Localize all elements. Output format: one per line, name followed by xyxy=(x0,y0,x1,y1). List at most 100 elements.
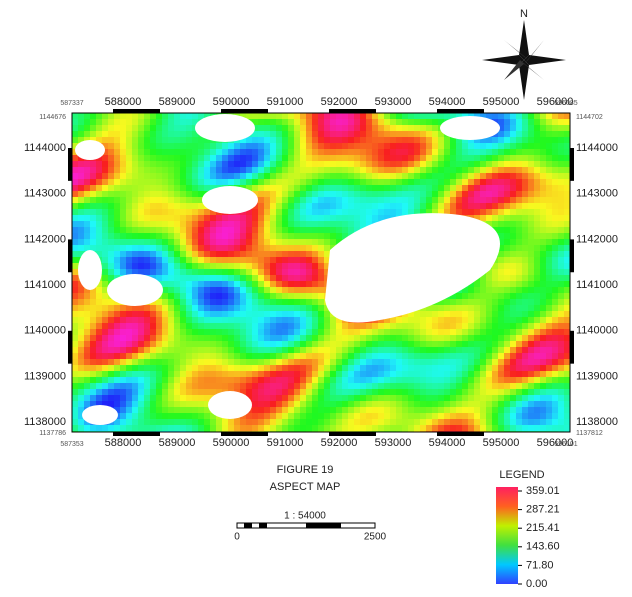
raster-cell xyxy=(126,311,132,317)
raster-cell xyxy=(516,407,522,413)
raster-cell xyxy=(138,209,144,215)
raster-cell xyxy=(108,365,114,371)
raster-cell xyxy=(96,119,102,125)
raster-cell xyxy=(222,227,228,233)
raster-cell xyxy=(330,419,336,425)
raster-cell xyxy=(186,389,192,395)
raster-cell xyxy=(414,377,420,383)
raster-cell xyxy=(174,287,180,293)
raster-cell xyxy=(498,173,504,179)
raster-cell xyxy=(516,395,522,401)
raster-cell xyxy=(192,317,198,323)
raster-cell xyxy=(174,227,180,233)
raster-cell xyxy=(510,149,516,155)
raster-cell xyxy=(294,137,300,143)
raster-cell xyxy=(78,287,84,293)
raster-cell xyxy=(138,371,144,377)
raster-cell xyxy=(396,161,402,167)
raster-cell xyxy=(330,209,336,215)
raster-cell xyxy=(360,149,366,155)
raster-cell xyxy=(318,275,324,281)
raster-cell xyxy=(306,347,312,353)
raster-cell xyxy=(258,293,264,299)
raster-cell xyxy=(504,209,510,215)
raster-cell xyxy=(162,185,168,191)
raster-cell xyxy=(216,335,222,341)
raster-cell xyxy=(558,419,564,425)
raster-cell xyxy=(192,359,198,365)
raster-cell xyxy=(522,233,528,239)
raster-cell xyxy=(234,329,240,335)
raster-cell xyxy=(102,257,108,263)
raster-cell xyxy=(510,347,516,353)
raster-cell xyxy=(300,287,306,293)
raster-cell xyxy=(270,257,276,263)
raster-cell xyxy=(336,179,342,185)
raster-cell xyxy=(552,317,558,323)
raster-cell xyxy=(312,251,318,257)
raster-cell xyxy=(348,119,354,125)
raster-cell xyxy=(462,371,468,377)
raster-cell xyxy=(450,329,456,335)
raster-cell xyxy=(84,341,90,347)
raster-cell xyxy=(276,275,282,281)
raster-cell xyxy=(102,311,108,317)
raster-cell xyxy=(156,131,162,137)
raster-cell xyxy=(174,209,180,215)
raster-cell xyxy=(258,221,264,227)
raster-cell xyxy=(540,377,546,383)
raster-cell xyxy=(552,305,558,311)
raster-cell xyxy=(294,323,300,329)
raster-cell xyxy=(300,203,306,209)
raster-cell xyxy=(246,251,252,257)
raster-cell xyxy=(288,377,294,383)
raster-cell xyxy=(402,143,408,149)
raster-cell xyxy=(174,299,180,305)
raster-cell xyxy=(210,251,216,257)
raster-cell xyxy=(186,419,192,425)
raster-cell xyxy=(516,371,522,377)
raster-cell xyxy=(228,341,234,347)
raster-cell xyxy=(108,389,114,395)
raster-cell xyxy=(96,347,102,353)
raster-cell xyxy=(150,269,156,275)
raster-cell xyxy=(456,173,462,179)
raster-cell xyxy=(72,419,78,425)
raster-cell xyxy=(480,407,486,413)
raster-cell xyxy=(186,233,192,239)
raster-cell xyxy=(438,191,444,197)
raster-cell xyxy=(246,389,252,395)
raster-cell xyxy=(564,293,570,299)
raster-cell xyxy=(84,395,90,401)
raster-cell xyxy=(156,323,162,329)
raster-cell xyxy=(408,347,414,353)
raster-cell xyxy=(192,197,198,203)
raster-cell xyxy=(480,359,486,365)
raster-cell xyxy=(258,329,264,335)
raster-cell xyxy=(174,365,180,371)
raster-cell xyxy=(204,209,210,215)
raster-cell xyxy=(540,245,546,251)
raster-cell xyxy=(402,353,408,359)
raster-cell xyxy=(444,179,450,185)
raster-cell xyxy=(396,389,402,395)
raster-cell xyxy=(324,131,330,137)
raster-cell xyxy=(174,173,180,179)
raster-cell xyxy=(486,335,492,341)
raster-cell xyxy=(120,305,126,311)
raster-cell xyxy=(300,125,306,131)
raster-cell xyxy=(150,371,156,377)
raster-cell xyxy=(294,389,300,395)
raster-cell xyxy=(330,401,336,407)
raster-cell xyxy=(216,425,222,431)
raster-cell xyxy=(216,161,222,167)
raster-cell xyxy=(336,191,342,197)
raster-cell xyxy=(552,335,558,341)
raster-cell xyxy=(540,347,546,353)
raster-cell xyxy=(498,143,504,149)
raster-cell xyxy=(234,251,240,257)
raster-cell xyxy=(414,341,420,347)
raster-cell xyxy=(324,311,330,317)
raster-cell xyxy=(258,251,264,257)
raster-cell xyxy=(498,161,504,167)
